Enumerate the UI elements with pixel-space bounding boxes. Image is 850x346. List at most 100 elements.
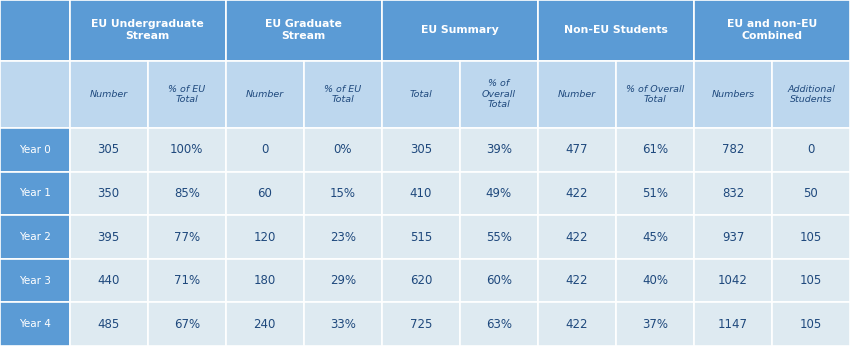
Bar	[303, 215, 382, 259]
Text: 55%: 55%	[486, 230, 512, 244]
Bar	[148, 61, 226, 128]
Bar	[694, 0, 850, 61]
Bar	[0, 128, 70, 172]
Text: 515: 515	[410, 230, 432, 244]
Bar	[616, 259, 694, 302]
Bar	[0, 61, 70, 128]
Text: Number: Number	[558, 90, 596, 99]
Bar	[148, 259, 226, 302]
Bar	[226, 215, 303, 259]
Bar	[70, 302, 148, 346]
Text: 50: 50	[803, 187, 819, 200]
Text: Numbers: Numbers	[711, 90, 755, 99]
Text: EU Summary: EU Summary	[421, 25, 499, 35]
Text: EU Graduate
Stream: EU Graduate Stream	[265, 19, 343, 41]
Text: 410: 410	[410, 187, 432, 200]
Bar	[772, 302, 850, 346]
Bar	[303, 259, 382, 302]
Bar	[694, 61, 772, 128]
Bar	[538, 215, 616, 259]
Bar	[538, 172, 616, 215]
Text: 37%: 37%	[642, 318, 668, 331]
Text: 782: 782	[722, 143, 744, 156]
Bar	[303, 172, 382, 215]
Bar	[694, 259, 772, 302]
Text: 485: 485	[98, 318, 120, 331]
Bar	[0, 172, 70, 215]
Text: 23%: 23%	[330, 230, 356, 244]
Bar	[226, 172, 303, 215]
Text: 725: 725	[410, 318, 432, 331]
Text: % of
Overall
Total: % of Overall Total	[482, 79, 516, 109]
Text: % of EU
Total: % of EU Total	[324, 84, 361, 104]
Text: 422: 422	[565, 230, 588, 244]
Bar	[148, 172, 226, 215]
Bar	[694, 215, 772, 259]
Text: 477: 477	[565, 143, 588, 156]
Text: 85%: 85%	[173, 187, 200, 200]
Bar	[460, 172, 538, 215]
Text: 45%: 45%	[642, 230, 668, 244]
Text: 395: 395	[98, 230, 120, 244]
Bar	[616, 61, 694, 128]
Text: 305: 305	[410, 143, 432, 156]
Text: 0: 0	[808, 143, 814, 156]
Text: 240: 240	[253, 318, 276, 331]
Text: 63%: 63%	[486, 318, 512, 331]
Bar	[538, 61, 616, 128]
Text: 1042: 1042	[718, 274, 748, 287]
Text: Non-EU Students: Non-EU Students	[564, 25, 668, 35]
Bar	[70, 215, 148, 259]
Text: 0: 0	[261, 143, 269, 156]
Bar	[460, 302, 538, 346]
Bar	[772, 128, 850, 172]
Text: 305: 305	[98, 143, 120, 156]
Text: 120: 120	[253, 230, 276, 244]
Text: 29%: 29%	[330, 274, 356, 287]
Text: 61%: 61%	[642, 143, 668, 156]
Bar	[303, 61, 382, 128]
Bar	[70, 259, 148, 302]
Text: Year 4: Year 4	[19, 319, 51, 329]
Bar	[0, 0, 70, 61]
Text: 60%: 60%	[486, 274, 512, 287]
Bar	[382, 61, 460, 128]
Text: 33%: 33%	[330, 318, 356, 331]
Bar	[616, 302, 694, 346]
Text: 440: 440	[98, 274, 120, 287]
Text: 620: 620	[410, 274, 432, 287]
Bar	[226, 0, 382, 61]
Bar	[772, 61, 850, 128]
Bar	[538, 0, 694, 61]
Bar	[226, 259, 303, 302]
Text: 1147: 1147	[718, 318, 748, 331]
Bar	[772, 215, 850, 259]
Bar	[382, 0, 538, 61]
Bar	[382, 172, 460, 215]
Bar	[0, 302, 70, 346]
Bar	[70, 172, 148, 215]
Text: EU and non-EU
Combined: EU and non-EU Combined	[727, 19, 817, 41]
Text: 0%: 0%	[333, 143, 352, 156]
Bar	[0, 259, 70, 302]
Text: 937: 937	[722, 230, 744, 244]
Bar	[303, 128, 382, 172]
Bar	[382, 259, 460, 302]
Bar	[70, 0, 226, 61]
Text: Total: Total	[410, 90, 432, 99]
Text: Year 3: Year 3	[19, 276, 51, 285]
Bar	[148, 215, 226, 259]
Text: % of EU
Total: % of EU Total	[168, 84, 206, 104]
Bar	[538, 128, 616, 172]
Bar	[694, 128, 772, 172]
Bar	[694, 172, 772, 215]
Bar	[772, 172, 850, 215]
Text: 105: 105	[800, 230, 822, 244]
Bar	[460, 61, 538, 128]
Bar	[616, 172, 694, 215]
Text: 71%: 71%	[173, 274, 200, 287]
Bar	[226, 302, 303, 346]
Bar	[303, 302, 382, 346]
Bar	[460, 215, 538, 259]
Bar	[382, 302, 460, 346]
